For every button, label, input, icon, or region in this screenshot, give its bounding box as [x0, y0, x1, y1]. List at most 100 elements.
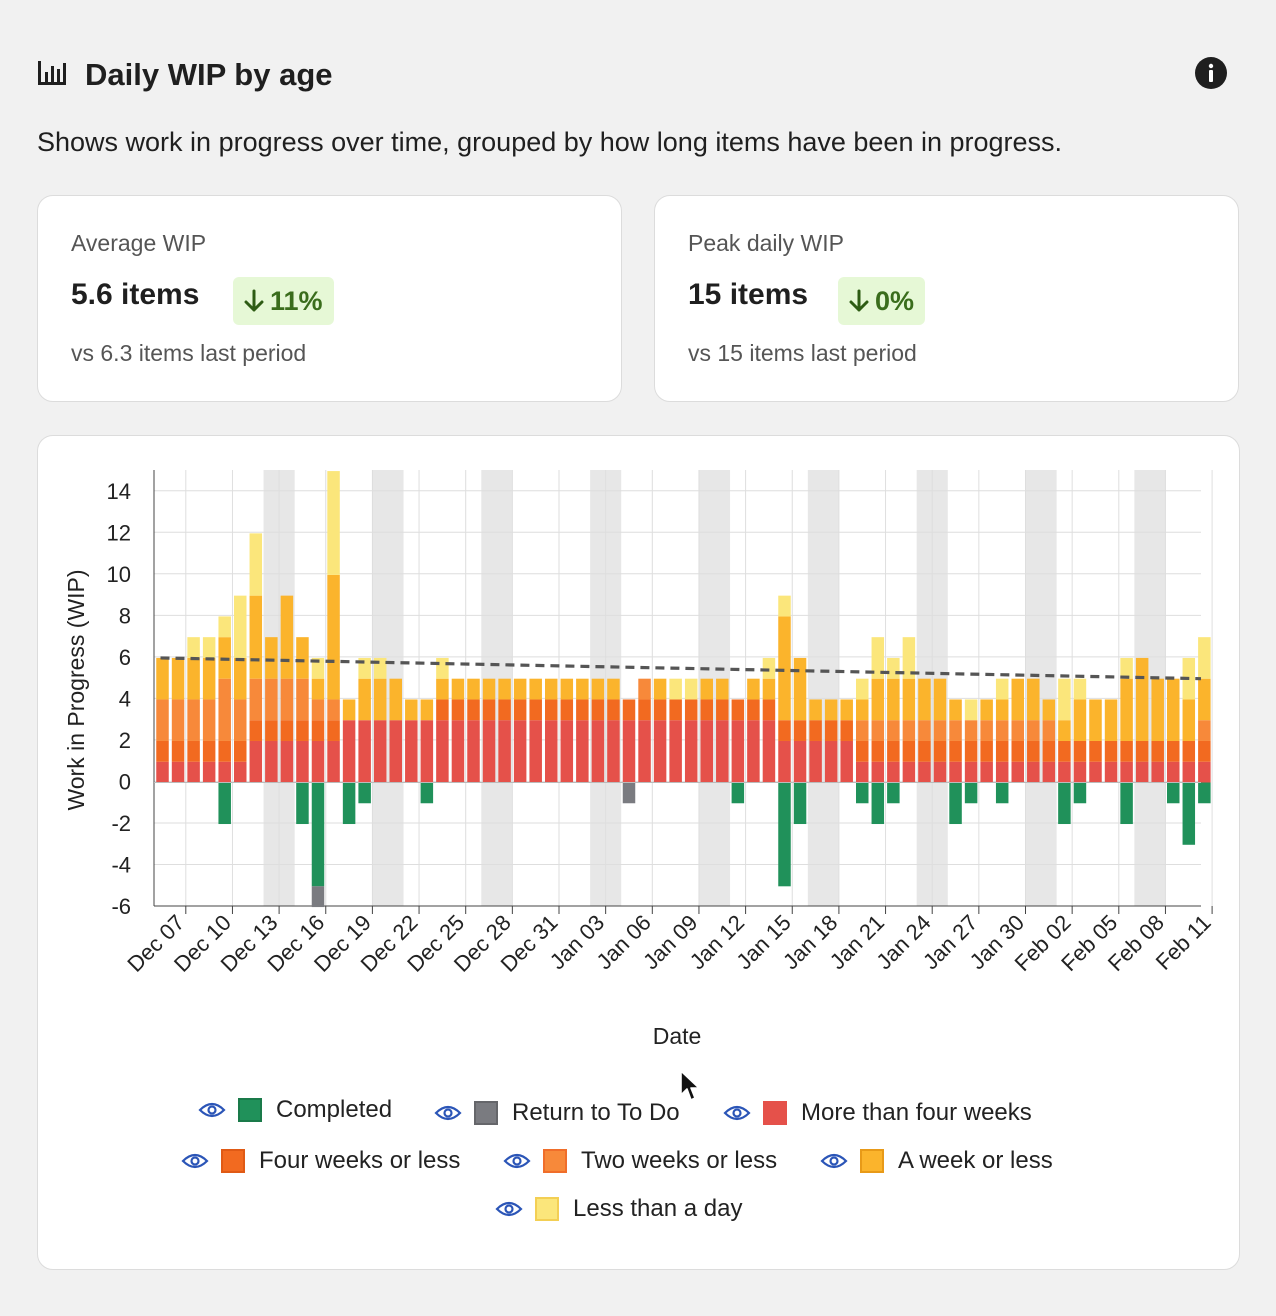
legend-item-more-than-four-weeks[interactable]: More than four weeks — [723, 1093, 1032, 1133]
bar-segment-more4w — [1182, 761, 1196, 783]
y-tick-label: 4 — [119, 686, 131, 711]
bar-segment-four — [451, 699, 465, 721]
legend-item-return-to-todo[interactable]: Return to To Do — [434, 1093, 680, 1133]
bar-segment-completed — [1167, 782, 1180, 804]
bar-segment-week — [265, 637, 278, 679]
bar-segment-two — [949, 720, 962, 741]
bar-segment-more4w — [918, 761, 931, 783]
legend-swatch — [543, 1149, 567, 1173]
bar-segment-week — [156, 657, 169, 700]
bar-segment-four — [793, 720, 807, 741]
bar-segment-completed — [964, 782, 978, 804]
bar-segment-two — [1027, 720, 1040, 741]
bar-segment-more4w — [156, 761, 169, 783]
bar-segment-completed — [420, 782, 434, 804]
legend-swatch — [763, 1101, 787, 1125]
bar-segment-four — [436, 699, 449, 721]
bar-segment-four — [296, 720, 309, 741]
bar-segment-two — [327, 699, 340, 721]
bar-segment-four — [949, 740, 962, 762]
bar-segment-day — [327, 471, 340, 575]
bar-segment-more4w — [389, 720, 402, 783]
bar-segment-two — [980, 720, 993, 741]
bar-segment-week — [358, 678, 371, 721]
bar-segment-four — [576, 699, 589, 721]
bar-segment-four — [933, 740, 947, 762]
bar-segment-four — [871, 740, 885, 762]
bar-segment-more4w — [560, 720, 574, 783]
bar-segment-week — [513, 678, 527, 700]
bar-segment-week — [1182, 699, 1196, 741]
bar-segment-more4w — [1104, 761, 1118, 783]
stat-label: Peak daily WIP — [688, 230, 844, 256]
legend-item-completed[interactable]: Completed — [198, 1090, 392, 1130]
bar-segment-week — [202, 657, 216, 700]
bar-segment-return — [622, 782, 636, 804]
bar-segment-more4w — [902, 761, 916, 783]
y-tick-label: -2 — [111, 811, 131, 836]
bar-segment-day — [871, 637, 885, 679]
bar-segment-week — [653, 678, 667, 700]
legend-item-four-weeks-or-less[interactable]: Four weeks or less — [181, 1141, 460, 1181]
bar-segment-day — [249, 533, 263, 596]
bar-segment-completed — [358, 782, 371, 804]
bar-segment-two — [311, 699, 325, 721]
bar-segment-more4w — [669, 720, 682, 783]
bar-segment-day — [436, 657, 449, 679]
bar-segment-week — [280, 595, 294, 679]
bar-segment-four — [1151, 740, 1164, 762]
y-tick-label: -6 — [111, 894, 131, 919]
bar-segment-more4w — [202, 761, 216, 783]
bar-segment-more4w — [1198, 761, 1211, 783]
bar-segment-four — [482, 699, 496, 721]
bar-segment-four — [249, 720, 263, 741]
bar-segment-day — [887, 657, 900, 679]
legend-item-less-than-a-day[interactable]: Less than a day — [495, 1189, 742, 1229]
stat-label: Average WIP — [71, 230, 207, 256]
bar-segment-four — [964, 740, 978, 762]
bar-segment-completed — [1198, 782, 1211, 804]
bar-segment-completed — [856, 782, 869, 804]
bar-segment-four — [1198, 740, 1211, 762]
bar-segment-more4w — [265, 740, 278, 783]
legend-swatch — [535, 1197, 559, 1221]
info-icon[interactable] — [1195, 57, 1227, 89]
legend-label: Four weeks or less — [259, 1147, 461, 1174]
bar-segment-more4w — [933, 761, 947, 783]
bar-segment-more4w — [187, 761, 200, 783]
bar-segment-week — [1135, 657, 1149, 741]
bar-segment-more4w — [576, 720, 589, 783]
bar-segment-two — [296, 678, 309, 721]
bar-segment-four — [1011, 740, 1024, 762]
bar-segment-week — [373, 678, 387, 721]
legend-item-a-week-or-less[interactable]: A week or less — [820, 1141, 1053, 1181]
bar-segment-more4w — [420, 720, 434, 783]
bar-segment-week — [529, 678, 542, 700]
bar-segment-week — [902, 678, 916, 721]
change-badge: 0% — [838, 277, 926, 325]
bar-segment-two — [1011, 720, 1024, 741]
y-tick-label: 8 — [119, 603, 131, 628]
legend-item-two-weeks-or-less[interactable]: Two weeks or less — [503, 1141, 777, 1181]
legend-row: Four weeks or less Two weeks or less A w… — [0, 1141, 1276, 1181]
bar-segment-more4w — [684, 720, 698, 783]
bar-segment-week — [778, 616, 791, 721]
bar-segment-four — [778, 720, 791, 741]
bar-segment-more4w — [358, 720, 371, 783]
bar-segment-week — [1042, 699, 1056, 721]
bar-segment-four — [280, 720, 294, 741]
bar-segment-more4w — [1089, 761, 1102, 783]
bar-segment-more4w — [218, 761, 231, 783]
legend-swatch — [860, 1149, 884, 1173]
bar-segment-more4w — [778, 740, 791, 783]
bar-segment-four — [218, 740, 231, 762]
bar-segment-week — [809, 699, 822, 721]
bar-segment-four — [591, 699, 605, 721]
bar-segment-two — [856, 720, 869, 741]
stat-comparison: vs 6.3 items last period — [71, 340, 307, 366]
bar-segment-week — [187, 657, 200, 700]
legend-swatch — [221, 1149, 245, 1173]
bar-segment-week — [311, 678, 325, 700]
mouse-cursor-icon — [680, 1070, 700, 1101]
bar-segment-week — [482, 678, 496, 700]
